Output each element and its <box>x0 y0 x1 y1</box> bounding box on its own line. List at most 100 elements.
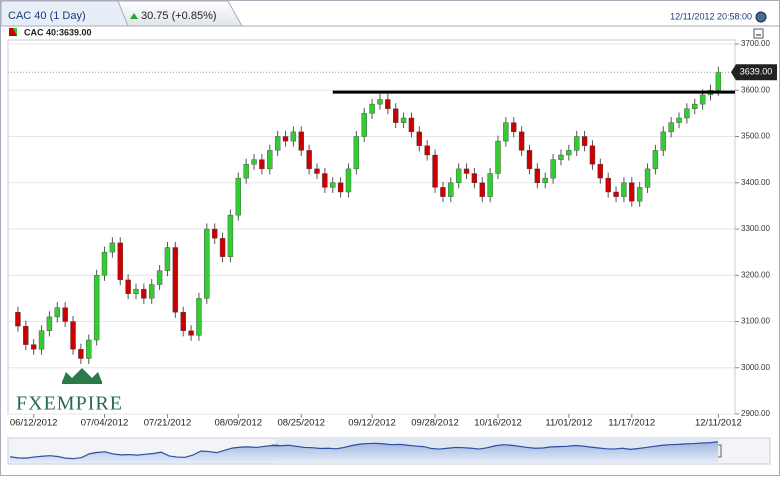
candle-body <box>495 140 501 174</box>
candle-body <box>211 228 218 239</box>
candle-body <box>243 164 249 179</box>
candle-body <box>416 131 423 146</box>
candle-body <box>306 150 312 170</box>
candle-body <box>503 122 509 142</box>
candle-body <box>23 325 29 345</box>
candle-body <box>487 173 493 197</box>
candle-body <box>676 117 682 123</box>
x-tick-label: 12/11/2012 <box>695 418 742 429</box>
timestamp: 12/11/2012 20:58:00 <box>670 11 752 21</box>
candle-body <box>267 150 273 170</box>
candle-body <box>479 182 485 197</box>
x-tick-label: 08/25/2012 <box>277 418 325 429</box>
candle-body <box>589 145 596 165</box>
candle-body <box>345 168 352 193</box>
candle-body <box>274 136 281 151</box>
candle-body <box>518 131 525 151</box>
candle-body <box>298 131 304 151</box>
candle-body <box>204 228 210 299</box>
candle-body <box>30 344 37 350</box>
y-tick-label: 3000.00 <box>741 363 770 372</box>
candle-body <box>290 131 297 142</box>
navigator-line <box>9 441 719 460</box>
legend-swatch <box>9 28 17 36</box>
candle-body <box>652 150 659 170</box>
candle-body <box>400 117 407 123</box>
candle-body <box>715 72 722 91</box>
candle-body <box>511 122 517 133</box>
candle-body <box>448 182 454 197</box>
candle-body <box>574 136 580 151</box>
candle-body <box>54 307 60 318</box>
candle-body <box>471 173 478 183</box>
up-arrow <box>130 13 138 19</box>
candle-body <box>605 177 611 193</box>
y-tick-label: 3400.00 <box>741 178 770 187</box>
candle-body <box>684 108 690 119</box>
x-tick-label: 11/01/2012 <box>545 418 592 429</box>
candle-body <box>463 168 470 174</box>
candle-body <box>629 182 635 202</box>
last-price-label: 3639.00 <box>740 67 773 77</box>
y-tick-label: 3300.00 <box>741 224 770 233</box>
candle-body <box>660 131 666 151</box>
last-price-tag <box>731 64 777 81</box>
candle-body <box>385 99 391 109</box>
candle-body <box>668 122 674 133</box>
candle-body <box>432 154 438 188</box>
candle-body <box>636 187 643 202</box>
candle-body <box>361 113 367 137</box>
candle-body <box>125 279 131 294</box>
candle-body <box>581 136 588 146</box>
minimize-button[interactable] <box>753 28 764 39</box>
candle-body <box>424 145 430 156</box>
y-tick-label: 3100.00 <box>741 317 770 326</box>
candle-body <box>180 312 186 331</box>
candle-body <box>558 154 564 160</box>
candle-body <box>369 103 375 114</box>
candle-body <box>109 242 116 253</box>
x-tick-label: 07/21/2012 <box>144 418 192 429</box>
candle-body <box>455 168 462 183</box>
candle-body <box>337 182 344 193</box>
candle-body <box>86 339 92 359</box>
candle-body <box>534 168 541 183</box>
candle-body <box>353 136 360 170</box>
candle-body <box>101 251 108 276</box>
y-tick-label: 3500.00 <box>741 132 770 141</box>
candle-body <box>282 136 289 142</box>
candle-body <box>550 159 556 179</box>
x-tick-label: 06/12/2012 <box>10 418 58 429</box>
x-tick-label: 09/28/2012 <box>411 418 459 429</box>
chart-title: CAC 40 (1 Day) <box>8 10 86 22</box>
candle-body <box>15 312 21 327</box>
candle-body <box>597 164 604 179</box>
candle-body <box>149 284 155 299</box>
candle-body <box>392 108 399 123</box>
x-tick-label: 11/17/2012 <box>608 418 655 429</box>
candle-body <box>38 330 45 350</box>
legend-swatch <box>13 28 17 36</box>
title-tab[interactable] <box>0 0 129 27</box>
candle-body <box>314 168 320 174</box>
candle-body <box>156 270 163 285</box>
candle-body <box>164 247 171 271</box>
candle-body <box>62 307 68 322</box>
candle-body <box>699 94 706 105</box>
candle-body <box>235 177 241 216</box>
candle-body <box>526 150 533 170</box>
candle-body <box>133 288 139 294</box>
candle-body <box>644 168 651 188</box>
candle-body <box>141 288 147 299</box>
candle-body <box>196 298 202 336</box>
candle-body <box>78 349 84 359</box>
watermark: FXEMPIRE <box>16 393 123 415</box>
candle-body <box>188 330 194 336</box>
x-tick-label: 07/04/2012 <box>81 418 129 429</box>
candle-body <box>621 182 627 197</box>
x-tick-label: 10/16/2012 <box>474 418 522 429</box>
candle-body <box>542 177 548 183</box>
candle-body <box>408 117 415 133</box>
settings-button[interactable] <box>755 11 767 23</box>
